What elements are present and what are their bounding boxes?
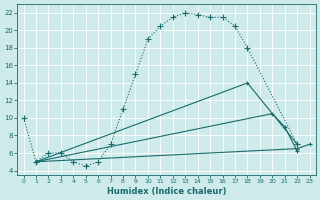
- X-axis label: Humidex (Indice chaleur): Humidex (Indice chaleur): [107, 187, 226, 196]
